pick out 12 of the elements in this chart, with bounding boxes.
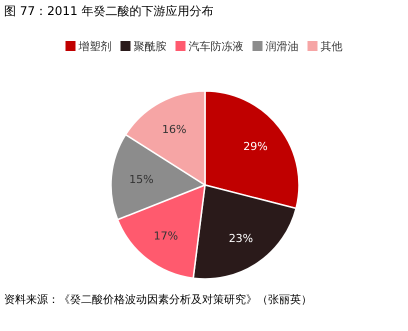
- data-label: 17%: [154, 230, 178, 243]
- data-label: 23%: [228, 232, 254, 245]
- chart-title: 图 77：2011 年癸二酸的下游应用分布: [4, 3, 214, 20]
- data-label: 29%: [243, 140, 268, 153]
- text: 资料来源：《癸二酸价格波动因素分析及对策研究》（张丽英）: [4, 292, 313, 308]
- data-label: 15%: [129, 172, 154, 186]
- legend-label: 聚酰胺: [134, 40, 166, 53]
- legend-label: 汽车防冻液: [188, 40, 244, 53]
- legend-label: 其他: [320, 40, 342, 53]
- legend-label: 增塑剂: [78, 40, 112, 53]
- data-label: 16%: [162, 122, 186, 136]
- legend-label: 润滑油: [266, 40, 298, 53]
